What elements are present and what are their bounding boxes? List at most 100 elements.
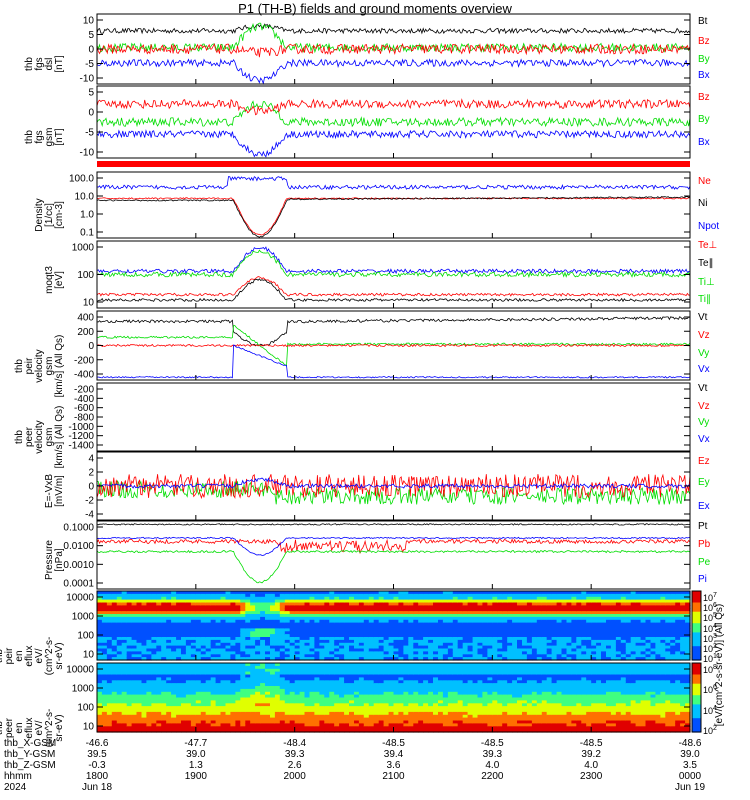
panel-ylabel: E=-VxB [mV/m]	[44, 473, 65, 509]
panel-ylabel: thb fgs gsm [nT]	[24, 127, 65, 147]
series-line-npot	[96, 176, 691, 191]
legend-vx: Vx	[698, 364, 710, 375]
peir-spectrogram	[97, 591, 691, 661]
y-tick-label: 10.0	[75, 192, 95, 203]
ephemeris-value: -46.6	[85, 738, 109, 749]
y-tick-label: -1400	[68, 441, 94, 452]
series-line-ne	[96, 197, 691, 236]
ephemeris-value: 2300	[580, 771, 603, 782]
y-tick-label: 10	[83, 298, 95, 309]
ephemeris-value: 3.6	[386, 760, 401, 771]
legend-bx: Bx	[698, 70, 710, 81]
series-line-ti-perp	[96, 249, 691, 279]
panel-ylabel: Pressure [nPa]	[44, 540, 65, 581]
series-line-bz-dsl	[96, 42, 691, 58]
legend-vy: Vy	[698, 348, 710, 359]
legend-ex: Ex	[698, 501, 710, 512]
y-tick-label: -5	[85, 128, 94, 139]
legend-bx: Bx	[698, 137, 710, 148]
y-tick-label: 100	[77, 631, 94, 642]
y-tick-label: -600	[74, 403, 94, 414]
colorbar-label: [eV/(cm^2-s-sr-eV)] (All Qs)	[714, 603, 725, 727]
series-line-vz	[96, 343, 691, 348]
ephemeris-value: 0000	[678, 771, 702, 782]
series-line-pt	[96, 523, 691, 526]
ephemeris-value: -48.5	[579, 738, 603, 749]
series-line-ex	[96, 477, 691, 490]
colorbar	[691, 590, 702, 661]
ephemeris-value: Jun 18	[81, 782, 113, 793]
series-line-vy	[96, 325, 691, 367]
colorbar-tick-label: 104	[703, 704, 717, 716]
y-tick-label: -10	[80, 148, 95, 159]
y-tick-label: 10	[83, 650, 95, 661]
y-tick-label: -5	[85, 59, 94, 70]
y-tick-label: 400	[77, 313, 94, 324]
series-line-bz-gsm	[96, 98, 691, 116]
series-line-bx-gsm	[96, 129, 691, 158]
y-tick-label: 1000	[72, 684, 95, 695]
ephemeris-value: 1900	[184, 771, 207, 782]
ephemeris-label: thb_Z-GSM	[4, 760, 56, 771]
colorbar-tick-label: 103	[703, 632, 717, 644]
legend-npot: Npot	[698, 221, 720, 232]
series-line-te-par	[96, 246, 691, 275]
quality-bar	[97, 161, 690, 167]
y-tick-label: 0.0001	[63, 579, 94, 590]
ephemeris-label: hhmm	[4, 771, 32, 782]
ephemeris-value: 39.3	[482, 749, 503, 760]
y-tick-label: -2	[85, 496, 94, 507]
colorbar-tick-label: 105	[703, 612, 717, 624]
series-line-by-gsm	[96, 100, 691, 128]
legend-ey: Ey	[698, 477, 710, 488]
series-line-by-dsl	[96, 22, 691, 54]
colorbar-tick-label: 102	[703, 725, 717, 736]
legend-pt: Pt	[698, 521, 708, 532]
legend-te⊥: Te⊥	[698, 240, 718, 251]
ephemeris-label: 2024	[4, 782, 27, 793]
panel-ylabel: Density [1/cc] [cm-3]	[34, 198, 65, 232]
y-tick-label: 1000	[72, 612, 95, 623]
ephemeris-value: 2100	[382, 771, 405, 782]
legend-pi: Pi	[698, 574, 707, 585]
y-tick-label: 0.1000	[63, 523, 94, 534]
series-line-pi	[96, 536, 691, 556]
y-tick-label: 5	[88, 30, 94, 41]
ephemeris-value: -0.3	[88, 760, 106, 771]
panel-frame	[96, 13, 691, 85]
panel-ylabel: thb peir en eflux eV/(cm^2-s-sr-eV)	[0, 636, 65, 675]
legend-te∥: Te∥	[698, 258, 714, 269]
y-tick-label: 0.0100	[63, 541, 94, 552]
series-line-pb	[96, 538, 691, 554]
y-tick-label: 10	[83, 16, 95, 27]
y-tick-label: 2	[88, 468, 94, 479]
legend-ne: Ne	[698, 176, 711, 187]
y-tick-label: 100	[77, 703, 94, 714]
colorbar-tick-label: 107	[703, 592, 717, 603]
colorbar-tick-label: 104	[703, 622, 717, 634]
ephemeris-label: thb_X-GSM	[4, 738, 57, 749]
y-tick-label: 0.0010	[63, 560, 94, 571]
series-line-vt	[96, 316, 691, 347]
y-tick-label: 0	[88, 45, 94, 56]
y-tick-label: -1000	[68, 422, 94, 433]
ephemeris-value: 4.0	[584, 760, 599, 771]
legend-bz: Bz	[698, 36, 710, 47]
panel-ylabel: thb peir velocity gsm [km/s] (All Qs)	[14, 334, 65, 397]
ephemeris-value: -48.5	[382, 738, 405, 749]
legend-bt: Bt	[698, 16, 708, 27]
ephemeris-value: -48.5	[480, 738, 504, 749]
series-line-bt	[96, 23, 691, 35]
panel-ylabel: moqt3 [eV]	[44, 265, 65, 294]
legend-vy: Vy	[698, 417, 710, 428]
page-title: P1 (TH-B) fields and ground moments over…	[238, 1, 512, 16]
legend-pe: Pe	[698, 557, 711, 568]
legend-bz: Bz	[698, 92, 710, 103]
legend-ti∥: Ti∥	[698, 294, 711, 305]
ephemeris-value: -48.4	[283, 738, 307, 749]
y-tick-label: 100	[77, 270, 94, 281]
ephemeris-value: -48.6	[678, 738, 702, 749]
y-tick-label: 0	[88, 482, 94, 493]
legend-ti⊥: Ti⊥	[698, 277, 715, 288]
